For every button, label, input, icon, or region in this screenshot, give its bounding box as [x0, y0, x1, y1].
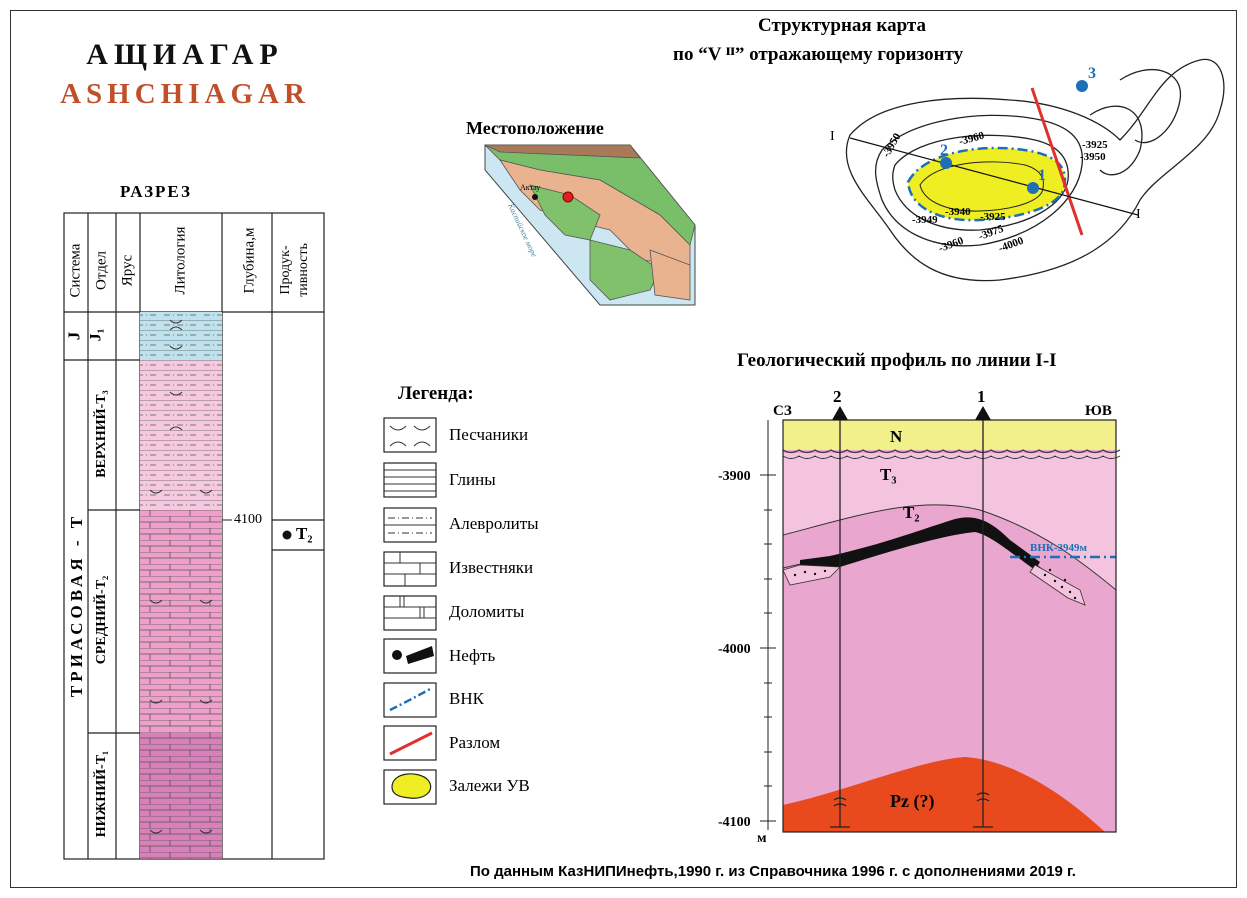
- map-well-2: 2: [940, 142, 948, 159]
- legend-fault: Разлом: [449, 733, 501, 752]
- map-well-1: 1: [1038, 167, 1046, 184]
- contour-label-7: -3949: [912, 214, 938, 226]
- map-section-right: I: [1136, 207, 1141, 222]
- structure-map-title-2: по “V ᴵᴵ” отражающему горизонту: [673, 44, 964, 65]
- location-title: Местоположение: [466, 118, 604, 138]
- depth-tick-4100: -4100: [718, 815, 751, 830]
- layer-t2-label: T₂: [903, 503, 919, 522]
- map-section-left: I: [830, 129, 835, 144]
- map-well-3: 3: [1088, 65, 1096, 82]
- structure-map-title-1: Структурная карта: [758, 15, 926, 36]
- profile-title: Геологический профиль по линии I-I: [737, 350, 1057, 371]
- section-title: РАЗРЕЗ: [120, 182, 192, 201]
- legend-oil: Нефть: [449, 646, 496, 665]
- title-ru: АЩИАГАР: [86, 38, 284, 71]
- layer-pz-label: Pz (?): [890, 791, 934, 812]
- structure-map: 2 1 3 I I -3960 -3950 -3925 -3950 -3940 …: [830, 58, 1225, 282]
- contour-label-3: -3925: [1082, 139, 1108, 151]
- depth-tick-3900: -3900: [718, 469, 751, 484]
- location-city: Актау: [520, 183, 540, 192]
- title-en: ASHCHIAGAR: [60, 78, 310, 110]
- legend-clay: Глины: [449, 470, 496, 489]
- legend-limestone: Известняки: [449, 558, 534, 577]
- depth-mark-label: 4100: [234, 512, 262, 527]
- legend-deposit: Залежи УВ: [449, 776, 530, 795]
- depth-unit: м: [757, 831, 767, 846]
- location-map: Актау Каспийское море: [484, 144, 696, 306]
- source-note: По данным КазНИПИнефть,1990 г. из Справо…: [470, 863, 1076, 880]
- depth-tick-4000: -4000: [718, 642, 751, 657]
- productivity-label: T₂: [296, 524, 313, 543]
- legend-sandstone: Песчаники: [449, 425, 529, 444]
- profile-dir-left: СЗ: [773, 403, 792, 419]
- contour-label-5: -3940: [945, 206, 971, 218]
- layer-t3-label: T₃: [880, 465, 896, 484]
- contour-label-2: -3950: [1080, 151, 1106, 163]
- legend-siltstone: Алевролиты: [449, 514, 539, 533]
- legend-owc: ВНК: [449, 689, 484, 708]
- outer-frame: [10, 10, 1237, 888]
- legend-title: Легенда:: [398, 383, 474, 404]
- profile-well-1: 1: [977, 387, 986, 406]
- profile-well-2: 2: [833, 387, 842, 406]
- vnk-label: ВНК-3949м: [1030, 542, 1088, 554]
- profile-dir-right: ЮВ: [1085, 403, 1112, 419]
- contour-label-6: -3925: [980, 211, 1006, 223]
- legend-dolomite: Доломиты: [449, 602, 525, 621]
- layer-n-label: N: [890, 427, 903, 446]
